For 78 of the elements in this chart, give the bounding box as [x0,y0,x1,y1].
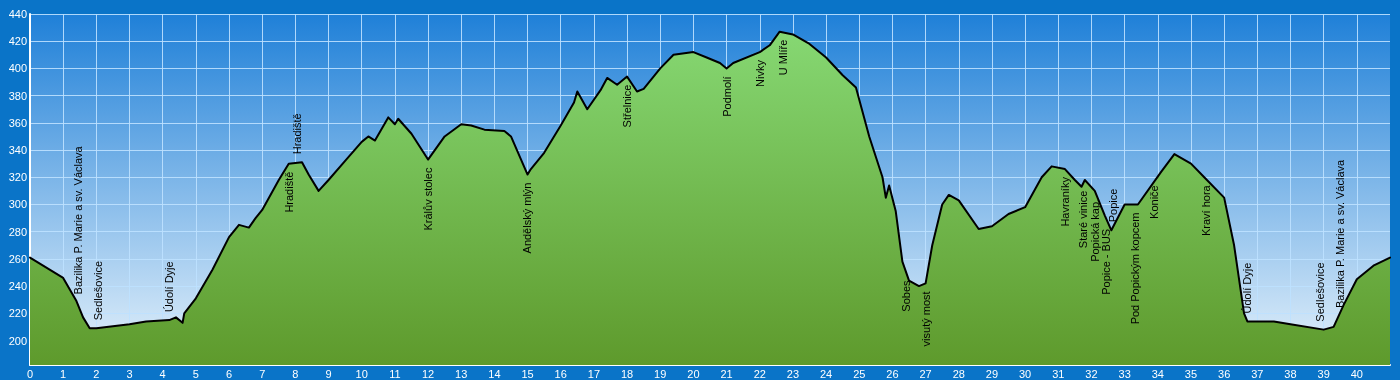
x-tick-label: 38 [1284,367,1297,380]
annotation: U Mlíře [776,39,789,76]
x-tick-label: 30 [1019,367,1032,380]
x-tick-label: 15 [521,367,534,380]
x-tick-label: 12 [421,367,435,380]
x-tick-label: 19 [654,367,667,380]
x-tick-label: 6 [225,367,233,380]
x-tick-label: 17 [587,367,601,380]
x-tick-label: 9 [325,367,332,380]
y-tick-label: 340 [8,144,27,157]
annotation: Koniče [1148,185,1161,219]
x-tick-label: 40 [1350,367,1363,380]
annotation: visutý most [919,291,932,347]
x-tick-label: 0 [26,367,34,380]
annotation: Sobes [899,280,912,312]
x-tick-label: 13 [455,367,468,380]
x-tick-label: 11 [389,367,401,380]
annotation: Sedlešovice [92,260,104,321]
x-tick-label: 5 [192,367,199,380]
x-tick-label: 34 [1151,367,1164,380]
x-tick-label: 39 [1317,367,1330,380]
y-tick-label: 200 [8,334,27,347]
x-tick-label: 2 [93,367,100,380]
x-tick-label: 25 [853,367,866,380]
x-tick-label: 35 [1184,367,1198,380]
annotation: Nivky [753,59,766,87]
x-tick-label: 28 [952,367,965,380]
y-tick-label: 220 [8,307,27,320]
y-tick-label: 320 [8,171,27,184]
y-tick-label: 260 [8,252,27,265]
x-tick-label: 31 [1052,367,1065,380]
y-tick-label: 440 [8,8,27,20]
annotation: Údolí Dyje [163,261,176,313]
x-tick-label: 24 [819,367,833,380]
x-tick-label: 37 [1251,367,1264,380]
annotation: Andělský mlýn [520,182,533,254]
y-tick-label: 420 [8,35,27,48]
x-tick-label: 36 [1218,367,1231,380]
annotation: Sedlešovice [1314,262,1327,322]
x-tick-label: 4 [159,367,166,380]
y-tick-label: 280 [8,225,27,238]
x-tick-label: 16 [554,367,567,380]
annotation: Popická kap. [1088,198,1101,262]
annotation: Králův stolec [422,167,435,231]
annotation: Bazilika P. Marie a sv. Václava [72,145,85,295]
annotation: Havraníky [1058,176,1071,227]
x-tick-label: 32 [1085,367,1098,380]
y-tick-label: 240 [8,280,27,293]
x-tick-label: 21 [720,367,733,380]
annotation: Popice - BUS [1100,228,1113,295]
x-tick-label: 10 [355,367,368,380]
x-tick-label: 8 [292,367,299,380]
annotation: Staré vinice [1077,190,1090,249]
x-tick-label: 1 [60,367,67,380]
annotation: Kraví hora [1199,184,1212,237]
x-tick-label: 20 [687,367,700,380]
x-tick-label: 14 [488,367,501,380]
x-tick-label: 29 [985,367,999,380]
x-tick-label: 7 [259,367,266,380]
x-tick-label: 33 [1118,367,1131,380]
annotation: Střelnice [621,84,634,128]
x-tick-label: 23 [786,367,800,380]
y-tick-label: 380 [8,89,27,102]
annotation: Hradiště [291,113,304,155]
annotation: Bazilika P. Marie a sv. Václava [1334,158,1347,309]
y-tick-label: 300 [8,198,27,211]
x-tick-label: 18 [620,367,634,380]
annotation: Popice [1107,188,1120,223]
annotation: Údolí Dyje [1241,262,1254,314]
annotation: Pod Popickým kopcem [1128,212,1141,325]
annotation: Podmolí [720,76,733,117]
x-tick-label: 22 [753,367,766,380]
x-tick-label: 27 [919,367,932,380]
annotation: Hradiště [282,171,295,213]
x-tick-label: 26 [886,367,899,380]
x-tick-label: 3 [126,367,133,380]
y-tick-label: 400 [8,62,27,75]
y-tick-label: 360 [8,116,27,129]
